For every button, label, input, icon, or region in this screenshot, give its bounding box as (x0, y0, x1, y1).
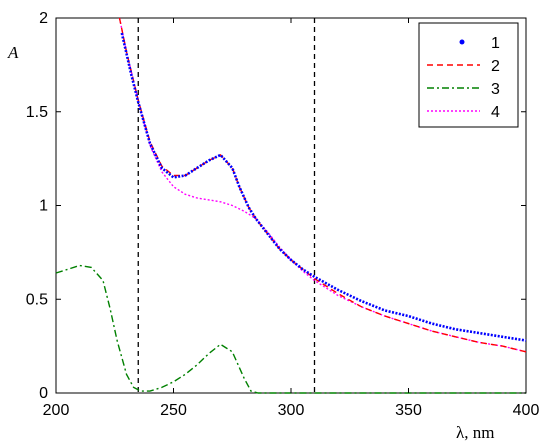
y-axis-ticks: 0 0.5 1 1.5 2 (26, 10, 526, 402)
x-tick-label: 350 (395, 402, 422, 419)
x-tick-label: 200 (43, 402, 70, 419)
y-tick-label: 0.5 (26, 291, 48, 308)
legend: 1 2 3 4 (418, 22, 519, 128)
x-tick-label: 250 (160, 402, 187, 419)
legend-label-4: 4 (491, 104, 500, 121)
series-1-line (120, 32, 527, 342)
x-axis-label: λ, nm (456, 423, 494, 442)
legend-label-2: 2 (491, 58, 500, 75)
y-tick-label: 2 (39, 10, 48, 27)
y-tick-label: 1 (39, 198, 48, 215)
legend-box (418, 22, 519, 128)
series-layer (55, 17, 527, 394)
y-tick-label: 1.5 (26, 104, 48, 121)
legend-label-1: 1 (491, 35, 500, 52)
x-tick-label: 400 (513, 402, 540, 419)
series-4-line (118, 17, 527, 353)
y-axis-label: A (7, 43, 19, 62)
legend-swatch-1 (459, 39, 465, 45)
x-tick-label: 300 (278, 402, 305, 419)
series-3-line (55, 264, 526, 394)
legend-label-3: 3 (491, 81, 500, 98)
x-axis-ticks: 200 250 300 350 400 (43, 18, 540, 419)
y-tick-label: 0 (39, 385, 48, 402)
